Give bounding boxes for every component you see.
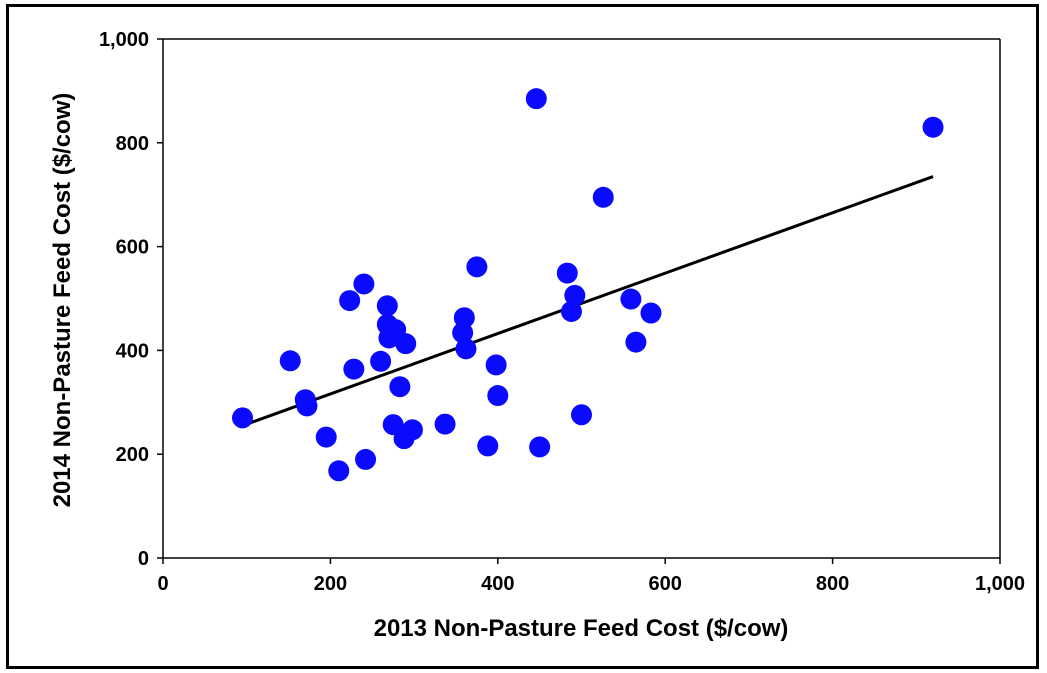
trendline	[242, 175, 934, 428]
data-point	[395, 333, 417, 355]
data-point	[315, 426, 337, 448]
x-tick-label: 400	[481, 573, 514, 595]
data-point	[477, 435, 499, 457]
x-tick-label: 200	[314, 573, 347, 595]
data-point	[592, 186, 614, 208]
x-tick-label: 800	[816, 573, 849, 595]
data-point	[339, 290, 361, 312]
data-point	[279, 350, 301, 372]
data-point	[571, 404, 592, 426]
data-point	[296, 395, 318, 417]
axes	[157, 38, 1001, 564]
data-point	[232, 407, 254, 429]
data-point	[556, 262, 578, 284]
data-point	[328, 460, 350, 482]
y-tick-label: 0	[138, 548, 149, 570]
data-point	[455, 338, 477, 360]
data-point	[485, 354, 507, 376]
data-point	[389, 376, 411, 398]
data-point	[560, 300, 582, 322]
y-tick-label: 800	[116, 133, 149, 155]
data-point	[343, 358, 365, 380]
data-point	[487, 385, 509, 407]
data-point	[525, 88, 547, 110]
x-tick-label: 1,000	[975, 573, 1025, 595]
y-tick-label: 200	[116, 444, 149, 466]
tick-labels: 0 200 400 600 800 1,000 0 200 400 600 800 1,000	[99, 29, 1025, 595]
data-point	[640, 302, 662, 324]
data-point	[434, 413, 456, 435]
x-tick-label: 600	[649, 573, 682, 595]
data-point	[466, 256, 488, 278]
data-point	[529, 436, 551, 458]
data-point	[353, 273, 375, 295]
data-points	[232, 88, 944, 482]
data-point	[625, 331, 647, 353]
data-point	[401, 419, 423, 441]
data-point	[376, 295, 398, 317]
y-axis-title: 2014 Non-Pasture Feed Cost ($/cow)	[49, 93, 76, 508]
data-point	[355, 448, 377, 470]
x-axis-title: 2013 Non-Pasture Feed Cost ($/cow)	[374, 615, 789, 642]
data-point	[564, 284, 586, 306]
y-tick-label: 400	[116, 340, 149, 362]
data-point	[370, 350, 392, 372]
trendline-layer	[242, 175, 934, 428]
data-point	[922, 116, 944, 138]
x-tick-label: 0	[157, 573, 168, 595]
data-point	[620, 288, 642, 310]
y-tick-label: 1,000	[99, 29, 149, 51]
data-point	[453, 307, 475, 329]
y-tick-label: 600	[116, 237, 149, 259]
